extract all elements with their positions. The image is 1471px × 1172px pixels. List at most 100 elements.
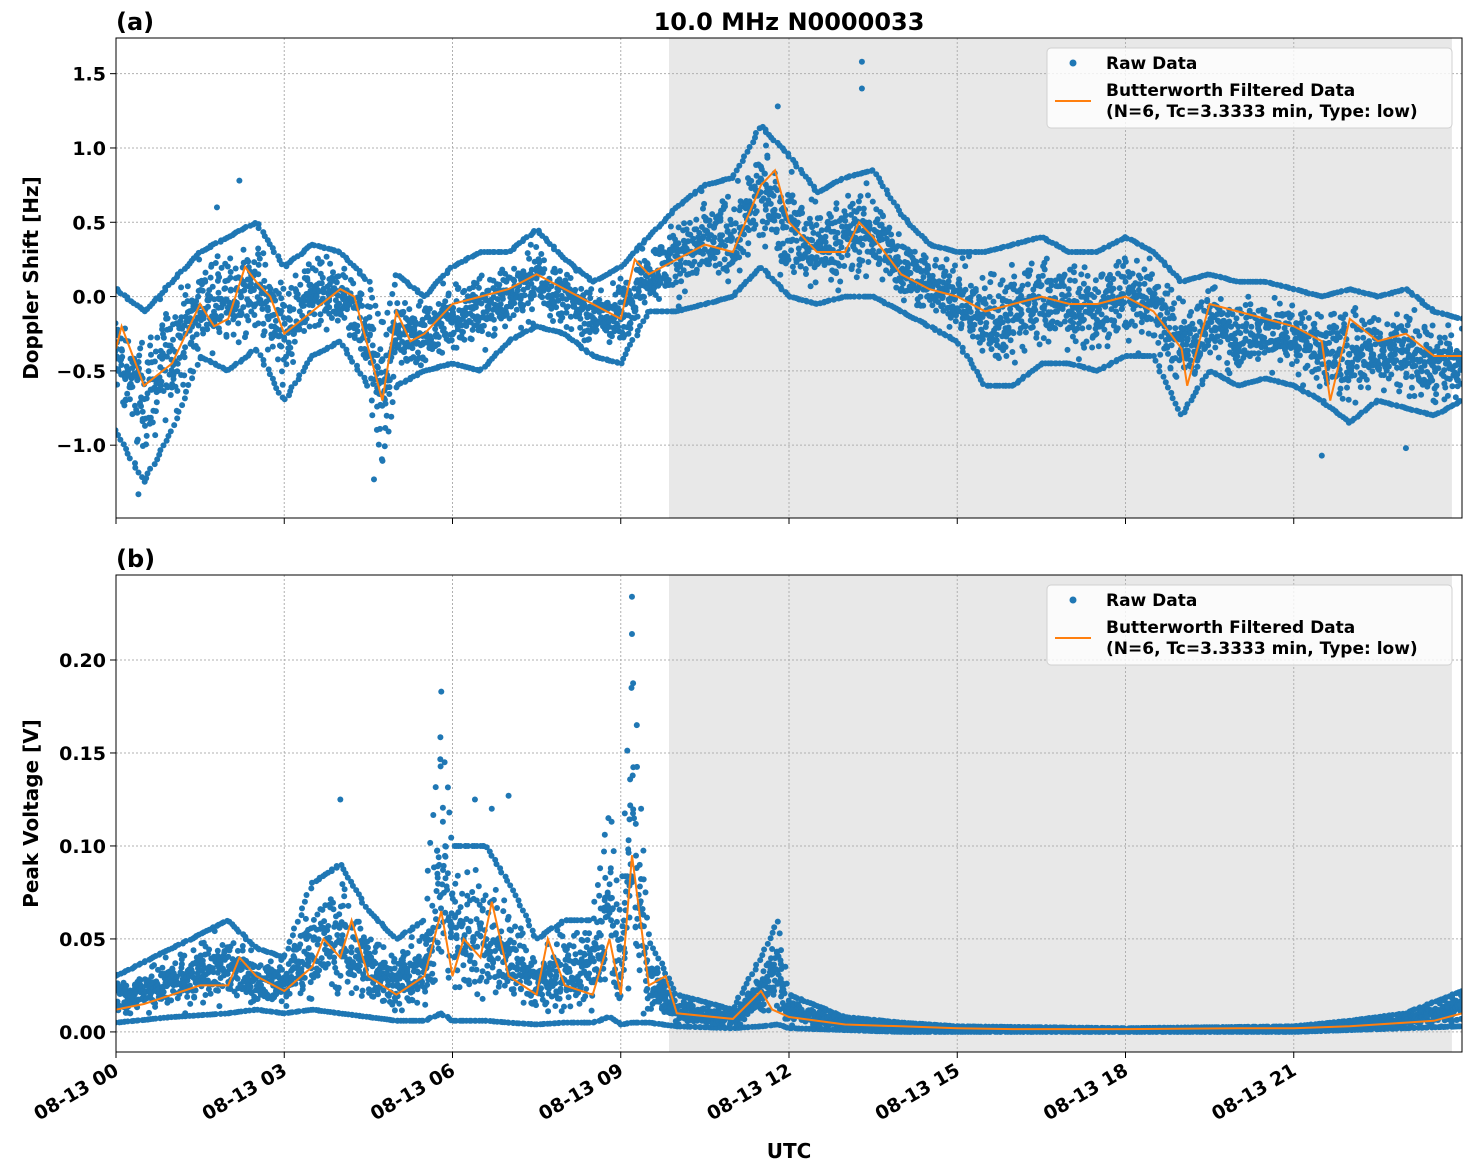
raw-data-point xyxy=(359,302,366,309)
raw-data-point xyxy=(869,167,876,174)
raw-data-point xyxy=(227,269,234,275)
raw-data-point xyxy=(1011,281,1018,288)
raw-data-point xyxy=(1403,370,1410,377)
raw-data-point xyxy=(1022,323,1029,330)
raw-data-point xyxy=(1418,368,1425,375)
raw-data-point xyxy=(1071,277,1078,284)
raw-data-point xyxy=(683,226,690,233)
raw-data-point xyxy=(952,262,958,269)
raw-data-point xyxy=(272,317,279,324)
raw-data-point xyxy=(1146,255,1153,262)
raw-data-point xyxy=(285,339,292,346)
raw-data-point xyxy=(1215,354,1222,361)
raw-data-point xyxy=(160,388,167,394)
raw-data-point xyxy=(1147,275,1154,282)
raw-data-point xyxy=(1416,332,1423,339)
raw-data-point xyxy=(933,256,939,263)
raw-data-point xyxy=(1224,360,1231,366)
raw-data-point xyxy=(797,263,804,270)
raw-data-point xyxy=(622,351,629,358)
raw-data-point xyxy=(625,330,632,337)
raw-data-point xyxy=(366,314,373,321)
raw-data-point xyxy=(1169,306,1176,312)
raw-data-point xyxy=(1194,385,1201,392)
raw-data-point xyxy=(1172,400,1179,407)
raw-data-point xyxy=(427,333,434,340)
raw-data-point xyxy=(1114,325,1121,332)
raw-data-point xyxy=(1133,257,1140,264)
raw-data-point xyxy=(725,278,732,285)
raw-data-point xyxy=(137,345,144,352)
raw-data-point xyxy=(233,360,239,367)
raw-data-point xyxy=(1065,286,1072,293)
raw-data-point xyxy=(611,328,618,335)
raw-data-point xyxy=(1326,339,1333,346)
raw-data-point xyxy=(170,336,176,343)
raw-data-point xyxy=(195,322,202,329)
raw-data-point xyxy=(162,417,169,424)
raw-data-point xyxy=(122,985,128,992)
raw-data-point xyxy=(412,322,419,328)
raw-data-point xyxy=(817,215,824,221)
raw-data-point xyxy=(377,425,383,432)
raw-data-point xyxy=(1261,307,1268,314)
raw-data-point xyxy=(971,321,978,328)
raw-data-point xyxy=(384,309,391,316)
raw-data-point xyxy=(539,294,546,301)
raw-data-point xyxy=(1295,371,1302,378)
raw-data-point xyxy=(383,412,390,419)
raw-data-point xyxy=(990,298,997,305)
raw-data-point xyxy=(757,175,764,182)
raw-data-point xyxy=(697,301,704,308)
raw-data-point xyxy=(468,336,475,343)
raw-data-point xyxy=(832,234,839,241)
raw-data-point xyxy=(1441,334,1448,341)
raw-data-point xyxy=(523,234,530,241)
raw-data-point xyxy=(1002,344,1009,350)
raw-data-point xyxy=(627,341,633,348)
raw-data-point xyxy=(224,263,231,270)
raw-data-point xyxy=(354,322,361,329)
raw-data-point xyxy=(620,285,627,292)
raw-data-point xyxy=(833,200,840,207)
raw-data-point xyxy=(979,274,986,281)
raw-data-point xyxy=(557,268,563,274)
raw-data-point xyxy=(1017,286,1024,293)
raw-data-point xyxy=(795,245,802,252)
raw-data-point xyxy=(1442,384,1449,391)
raw-data-point xyxy=(1441,367,1448,374)
raw-data-point xyxy=(388,413,395,420)
raw-data-point xyxy=(1429,322,1436,329)
raw-data-point xyxy=(1198,299,1205,306)
raw-data-point xyxy=(833,270,840,277)
raw-data-point xyxy=(242,224,249,230)
raw-data-point xyxy=(233,299,240,306)
raw-data-point xyxy=(947,283,953,290)
raw-data-point xyxy=(1248,323,1255,330)
raw-data-point xyxy=(255,251,262,258)
raw-data-point xyxy=(159,326,166,333)
raw-data-point xyxy=(1291,338,1298,345)
raw-data-point xyxy=(1169,395,1176,402)
raw-data-point xyxy=(251,312,258,318)
raw-data-point xyxy=(202,277,208,284)
raw-data-point xyxy=(993,331,1000,338)
raw-data-point xyxy=(1116,312,1123,319)
raw-data-point xyxy=(323,253,330,260)
raw-data-point xyxy=(401,349,407,356)
raw-data-point xyxy=(147,342,154,349)
raw-data-point xyxy=(1352,305,1359,311)
raw-data-point xyxy=(1181,318,1188,325)
raw-data-point xyxy=(379,378,386,385)
raw-data-point xyxy=(865,192,871,199)
raw-data-point xyxy=(119,353,126,360)
raw-data-point xyxy=(181,372,188,379)
raw-data-point xyxy=(1076,285,1083,292)
raw-data-point xyxy=(673,279,680,286)
raw-data-point xyxy=(810,229,817,236)
raw-data-point xyxy=(856,262,863,269)
raw-data-point xyxy=(747,219,754,226)
raw-data-point xyxy=(199,287,206,294)
raw-data-point xyxy=(422,357,429,364)
